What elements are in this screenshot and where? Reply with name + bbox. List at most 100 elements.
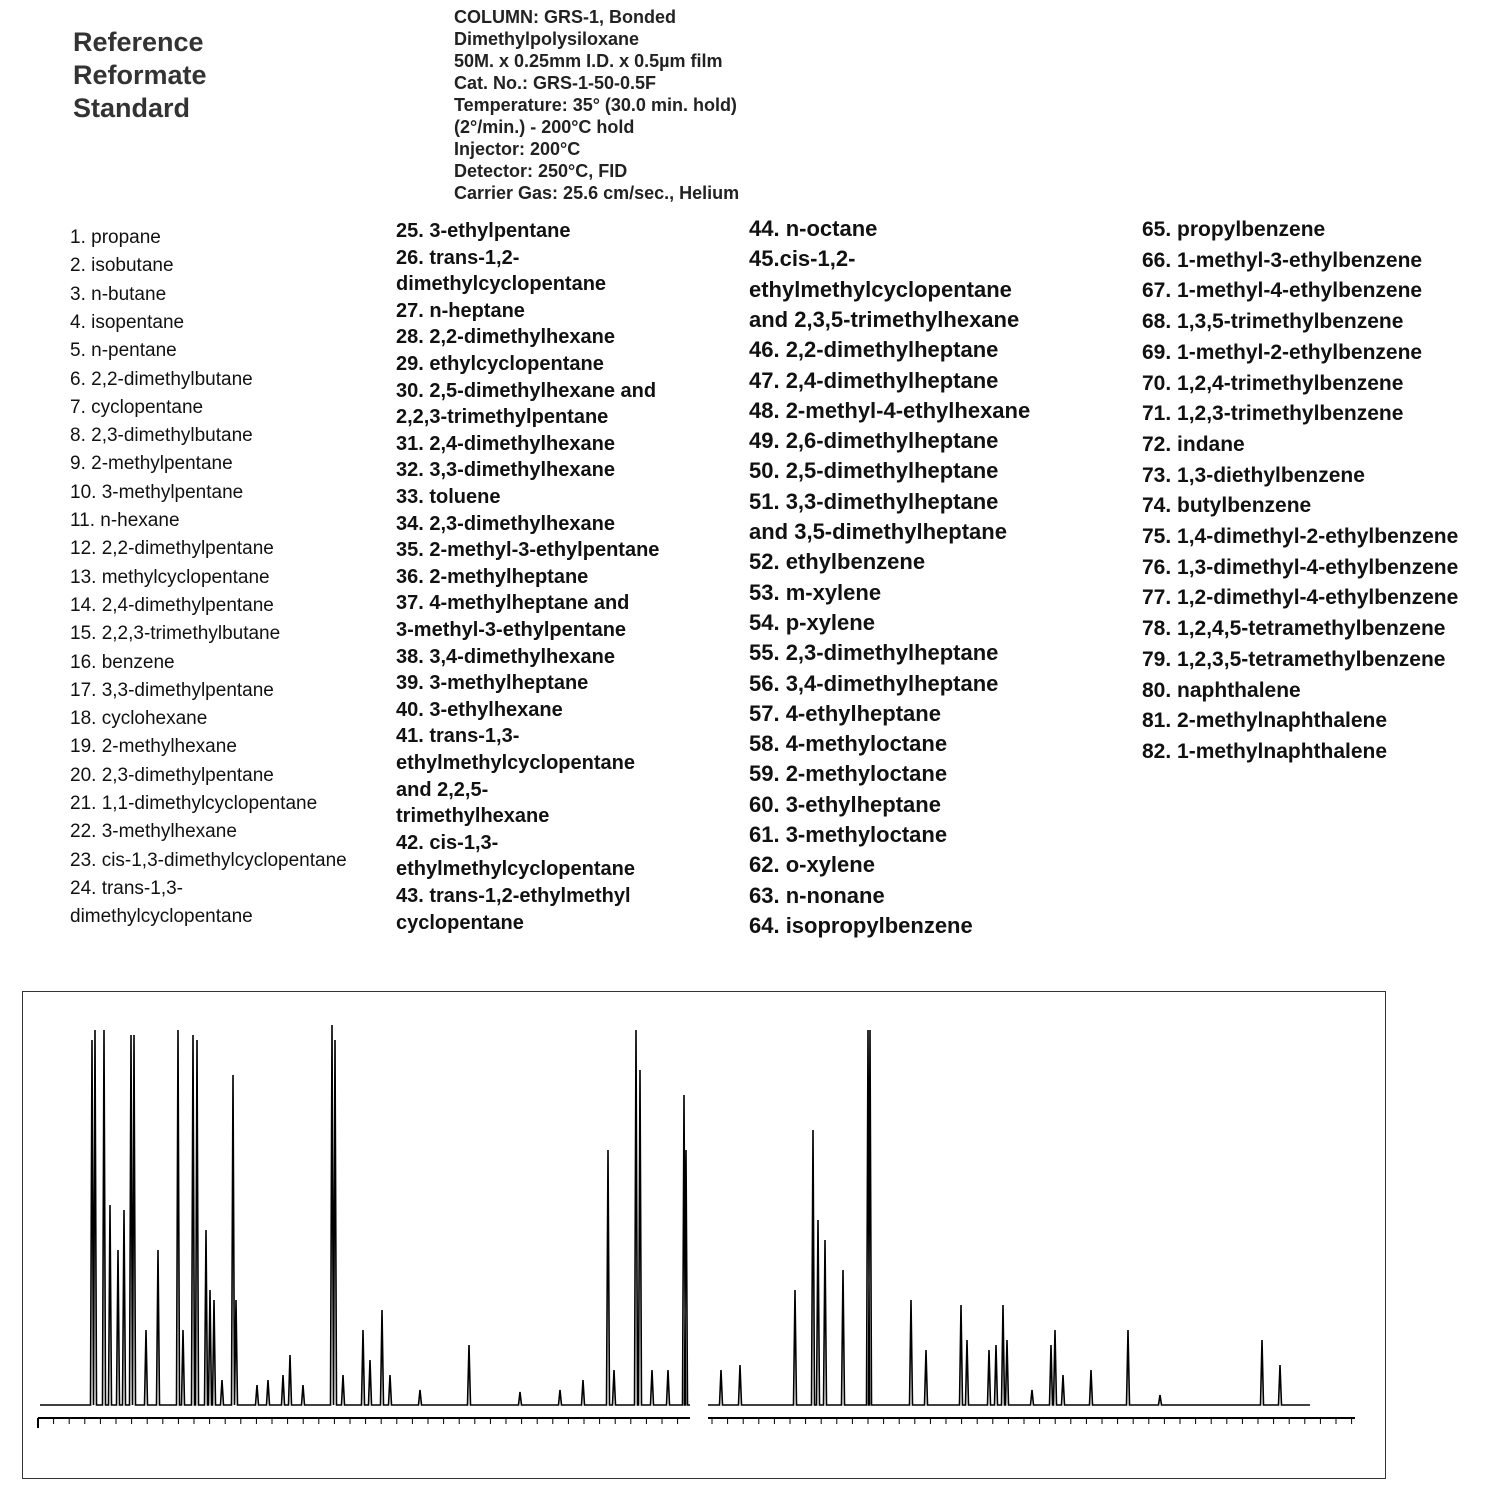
text-line: cyclopentane xyxy=(396,911,524,934)
text-line: 52. ethylbenzene xyxy=(749,549,926,575)
column-conditions: COLUMN: GRS-1, Bonded Dimethylpolysiloxan… xyxy=(454,6,739,204)
text-line: 50. 2,5-dimethylheptane xyxy=(749,458,999,484)
text-line: 40. 3-ethylhexane xyxy=(396,698,563,721)
text-line: 6. 2,2-dimethylbutane xyxy=(70,368,253,390)
text-line: 77. 1,2-dimethyl-4-ethylbenzene xyxy=(1142,586,1459,610)
text-line: 61. 3-methyloctane xyxy=(749,822,948,847)
text-line: 24. trans-1,3- xyxy=(70,877,183,899)
text-line: and 2,2,5- xyxy=(396,778,489,801)
text-line: 59. 2-methyloctane xyxy=(749,761,948,787)
text-line: 46. 2,2-dimethylheptane xyxy=(749,337,999,363)
text-line: 18. cyclohexane xyxy=(70,708,208,730)
text-line: 71. 1,2,3-trimethylbenzene xyxy=(1142,402,1404,426)
text-line: 33. toluene xyxy=(396,486,501,508)
chromatogram-frame xyxy=(22,991,1386,1479)
text-line: 2. isobutane xyxy=(70,255,174,277)
text-line: 74. butylbenzene xyxy=(1142,494,1312,518)
text-line: 41. trans-1,3- xyxy=(396,725,520,748)
text-line: 72. indane xyxy=(1142,432,1245,456)
text-line: 63. n-nonane xyxy=(749,882,885,908)
text-line: 76. 1,3-dimethyl-4-ethylbenzene xyxy=(1142,555,1459,579)
text-line: 43. trans-1,2-ethylmethyl xyxy=(396,885,631,907)
text-line: (2°/min.) - 200°C hold xyxy=(454,117,635,137)
text-line: 50M. x 0.25mm I.D. x 0.5µm film xyxy=(454,51,723,71)
text-line: 75. 1,4-dimethyl-2-ethylbenzene xyxy=(1142,525,1459,548)
text-line: 51. 3,3-dimethylheptane xyxy=(749,488,999,514)
text-line: 62. o-xylene xyxy=(749,852,875,878)
text-line: 14. 2,4-dimethylpentane xyxy=(70,594,274,616)
text-line: Temperature: 35° (30.0 min. hold) xyxy=(454,95,737,115)
text-line: 56. 3,4-dimethylheptane xyxy=(749,670,999,696)
text-line: 29. ethylcyclopentane xyxy=(396,353,604,375)
text-line: dimethylcyclopentane xyxy=(70,906,253,928)
text-line: COLUMN: GRS-1, Bonded xyxy=(454,7,676,27)
text-line: 11. n-hexane xyxy=(70,510,180,531)
text-line: 65. propylbenzene xyxy=(1142,218,1326,241)
text-line: 69. 1-methyl-2-ethylbenzene xyxy=(1142,340,1423,364)
text-line: 49. 2,6-dimethylheptane xyxy=(749,428,999,454)
text-line: 68. 1,3,5-trimethylbenzene xyxy=(1142,310,1404,334)
text-line: dimethylcyclopentane xyxy=(396,273,607,296)
text-line: 60. 3-ethylheptane xyxy=(749,791,941,817)
text-line: 67. 1-methyl-4-ethylbenzene xyxy=(1142,279,1423,303)
text-line: 37. 4-methylheptane and xyxy=(396,592,630,615)
text-line: 2,2,3-trimethylpentane xyxy=(396,406,609,429)
text-line: 48. 2-methyl-4-ethylhexane xyxy=(749,397,1031,423)
text-line: 17. 3,3-dimethylpentane xyxy=(70,679,274,701)
text-line: 38. 3,4-dimethylhexane xyxy=(396,645,615,668)
text-line: 55. 2,3-dimethylheptane xyxy=(749,640,999,666)
text-line: 45.cis-1,2- xyxy=(749,246,856,272)
text-line: 21. 1,1-dimethylcyclopentane xyxy=(70,793,318,814)
text-line: 28. 2,2-dimethylhexane xyxy=(396,326,615,349)
text-line: 47. 2,4-dimethylheptane xyxy=(749,367,999,393)
text-line: 25. 3-ethylpentane xyxy=(396,220,571,242)
text-line: 3-methyl-3-ethylpentane xyxy=(396,619,627,641)
text-line: 13. methylcyclopentane xyxy=(70,566,270,588)
text-line: 9. 2-methylpentane xyxy=(70,453,233,475)
text-line: and 3,5-dimethylheptane xyxy=(749,519,1007,544)
text-line: 54. p-xylene xyxy=(749,609,875,635)
text-line: 80. naphthalene xyxy=(1142,678,1301,702)
text-line: 20. 2,3-dimethylpentane xyxy=(70,764,274,786)
text-line: 66. 1-methyl-3-ethylbenzene xyxy=(1142,248,1423,272)
text-line: Carrier Gas: 25.6 cm/sec., Helium xyxy=(454,183,740,203)
text-line: Dimethylpolysiloxane xyxy=(454,29,640,49)
text-line: 73. 1,3-diethylbenzene xyxy=(1142,463,1365,487)
title: Reference Reformate Standard xyxy=(73,26,207,125)
text-line: 8. 2,3-dimethylbutane xyxy=(70,425,253,447)
text-line: and 2,3,5-trimethylhexane xyxy=(749,306,1020,332)
text-line: 64. isopropylbenzene xyxy=(749,912,973,938)
text-line: 26. trans-1,2- xyxy=(396,246,520,269)
text-line: 44. n-octane xyxy=(749,216,878,241)
text-line: 57. 4-ethylheptane xyxy=(749,700,941,726)
text-line: 31. 2,4-dimethylhexane xyxy=(396,432,615,455)
text-line: 34. 2,3-dimethylhexane xyxy=(396,512,615,535)
text-line: 23. cis-1,3-dimethylcyclopentane xyxy=(70,849,347,871)
text-line: 4. isopentane xyxy=(70,311,185,333)
text-line: Reformate xyxy=(73,60,207,90)
text-line: 22. 3-methylhexane xyxy=(70,821,237,843)
text-line: 19. 2-methylhexane xyxy=(70,736,237,758)
text-line: ethylmethylcyclopentane xyxy=(749,276,1012,302)
text-line: Cat. No.: GRS-1-50-0.5F xyxy=(454,73,657,93)
text-line: 35. 2-methyl-3-ethylpentane xyxy=(396,539,660,562)
text-line: 42. cis-1,3- xyxy=(396,831,499,854)
text-line: ethylmethylcyclopentane xyxy=(396,858,635,881)
text-line: 32. 3,3-dimethylhexane xyxy=(396,459,615,482)
text-line: 10. 3-methylpentane xyxy=(70,481,244,503)
text-line: 79. 1,2,3,5-tetramethylbenzene xyxy=(1142,647,1446,671)
text-line: 15. 2,2,3-trimethylbutane xyxy=(70,623,281,645)
text-line: 3. n-butane xyxy=(70,283,167,305)
text-line: 12. 2,2-dimethylpentane xyxy=(70,538,274,560)
text-line: 81. 2-methylnaphthalene xyxy=(1142,709,1388,733)
text-line: Standard xyxy=(73,93,191,123)
text-line: 36. 2-methylheptane xyxy=(396,565,589,588)
text-line: 39. 3-methylheptane xyxy=(396,672,589,695)
text-line: Detector: 250°C, FID xyxy=(454,161,628,181)
text-line: 53. m-xylene xyxy=(749,579,882,605)
text-line: Reference xyxy=(73,27,204,57)
text-line: 7. cyclopentane xyxy=(70,396,204,418)
text-line: Injector: 200°C xyxy=(454,139,581,159)
